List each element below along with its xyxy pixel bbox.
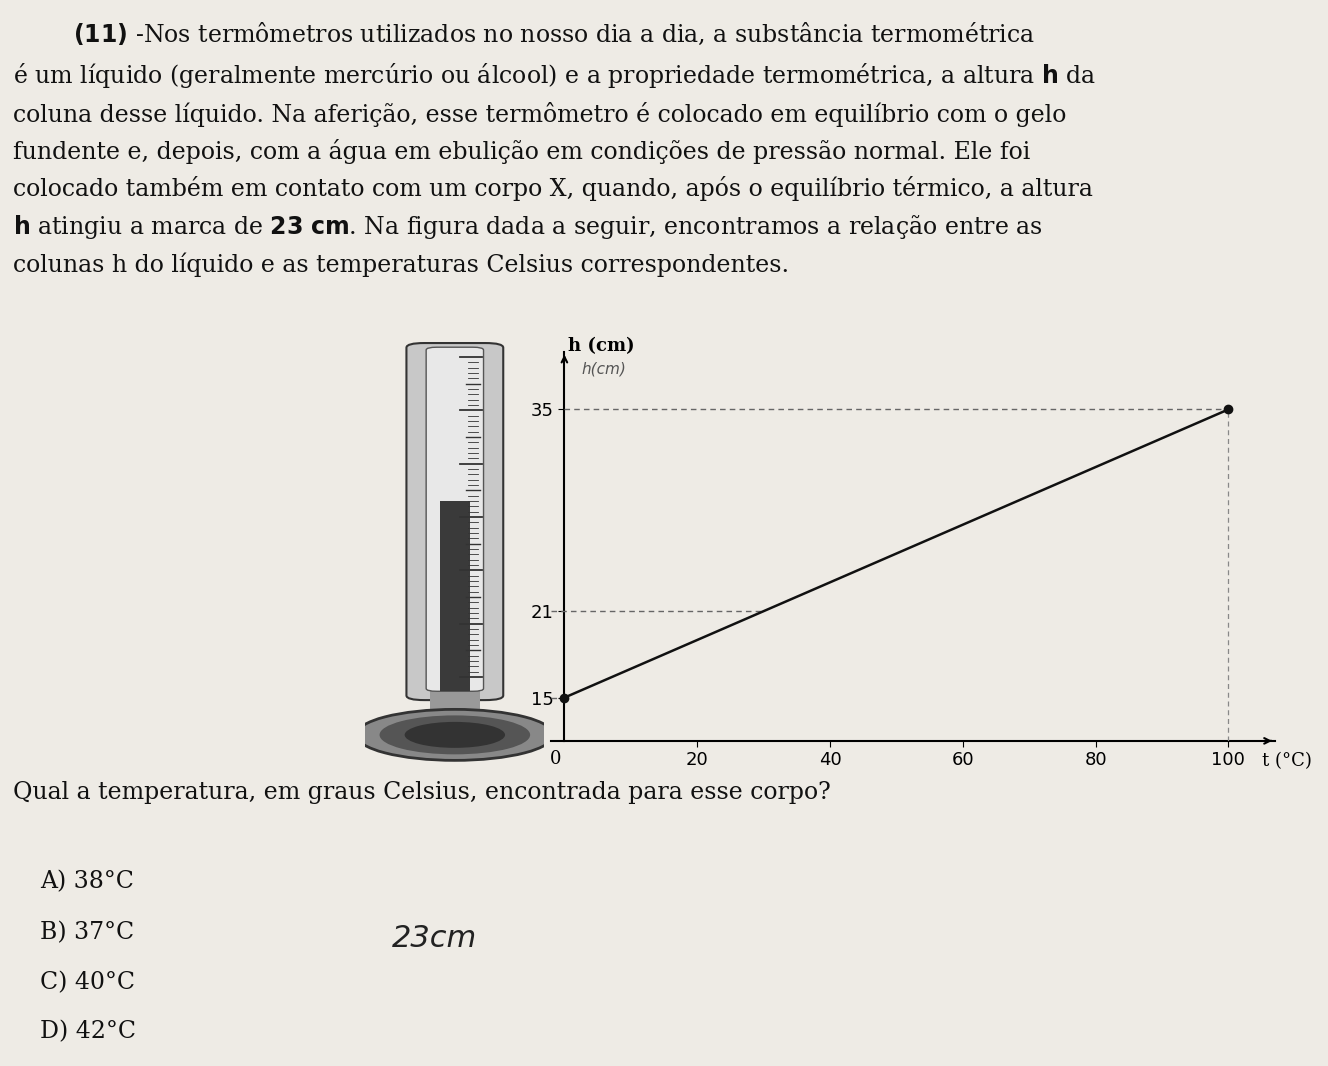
Text: 0: 0: [550, 749, 560, 768]
Text: A) 38°C: A) 38°C: [40, 870, 134, 893]
Text: Qual a temperatura, em graus Celsius, encontrada para esse corpo?: Qual a temperatura, em graus Celsius, en…: [13, 781, 831, 805]
Text: 23cm: 23cm: [392, 923, 477, 953]
Text: h (cm): h (cm): [568, 337, 635, 355]
Text: h(cm): h(cm): [582, 361, 625, 376]
Text: C) 40°C: C) 40°C: [40, 971, 135, 994]
Circle shape: [356, 709, 554, 760]
Circle shape: [380, 715, 530, 755]
Text: t (°C): t (°C): [1262, 753, 1312, 771]
Bar: [430, 677, 479, 732]
Text: B) 37°C: B) 37°C: [40, 922, 134, 944]
Circle shape: [405, 722, 505, 748]
FancyBboxPatch shape: [440, 501, 470, 691]
FancyBboxPatch shape: [426, 348, 483, 691]
Text: $\mathbf{(11)}$ -Nos termômetros utilizados no nosso dia a dia, a substância ter: $\mathbf{(11)}$ -Nos termômetros utiliza…: [13, 21, 1097, 277]
FancyBboxPatch shape: [406, 343, 503, 700]
Text: D) 42°C: D) 42°C: [40, 1020, 135, 1044]
